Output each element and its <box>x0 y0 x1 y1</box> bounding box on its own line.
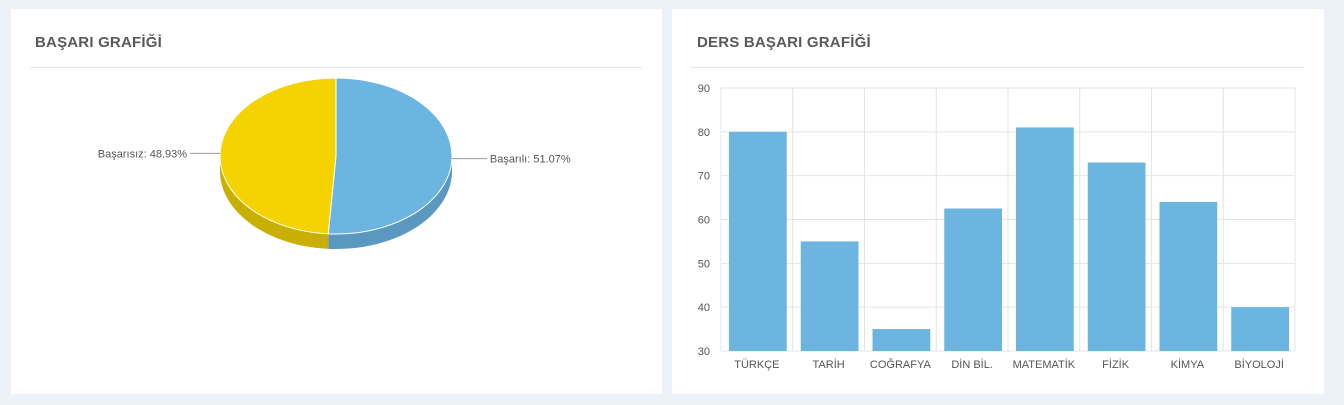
y-tick-label: 40 <box>698 302 710 314</box>
bar <box>1087 162 1146 351</box>
bar <box>1159 201 1218 351</box>
x-tick-label: KİMYA <box>1171 358 1205 371</box>
bar <box>729 131 787 351</box>
bar-chart: 30 40 50 60 70 80 90 TÜRKÇE TARİH COĞRAFYA DİN BİL… <box>698 83 1296 371</box>
y-tick-label: 50 <box>698 258 710 270</box>
pie-slice-side <box>328 156 452 249</box>
success-chart-panel: BAŞARI GRAFİĞİ Başarılı: 51.07% Başarısız… <box>11 9 662 394</box>
x-tick-label: COĞRAFYA <box>870 358 932 371</box>
x-tick-label: MATEMATİK <box>1013 358 1076 371</box>
subject-chart-panel: DERS BAŞARI GRAFİĞİ 30 40 50 60 70 80 90 TÜRKÇE… <box>672 9 1324 394</box>
x-tick-label: FİZİK <box>1102 358 1130 371</box>
pie-slice-side <box>220 156 329 249</box>
x-tick-label: TARİH <box>813 358 845 371</box>
pie-slice-label: Başarısız: 48.93% <box>98 148 187 160</box>
pie-slice <box>327 77 453 235</box>
title-divider <box>691 67 1304 68</box>
pie-slice-label: Başarılı: 51.07% <box>490 154 571 166</box>
bar <box>1231 307 1289 351</box>
bar <box>872 329 931 351</box>
y-tick-label: 80 <box>698 127 710 139</box>
x-tick-label: BİYOLOJİ <box>1234 358 1284 371</box>
pie-chart: Başarılı: 51.07% Başarısız: 48.93% <box>98 77 571 249</box>
bar <box>944 208 1002 351</box>
bar <box>1016 127 1074 351</box>
x-tick-label: TÜRKÇE <box>734 359 779 371</box>
y-tick-label: 30 <box>698 346 710 358</box>
y-tick-label: 70 <box>698 171 710 183</box>
bar <box>800 241 859 351</box>
x-tick-label: DİN BİL. <box>951 358 993 371</box>
subject-chart-title: DERS BAŞARI GRAFİĞİ <box>697 34 871 51</box>
title-divider <box>30 67 642 68</box>
y-tick-label: 90 <box>698 83 710 95</box>
success-chart-title: BAŞARI GRAFİĞİ <box>35 34 162 51</box>
y-tick-label: 60 <box>698 215 710 227</box>
